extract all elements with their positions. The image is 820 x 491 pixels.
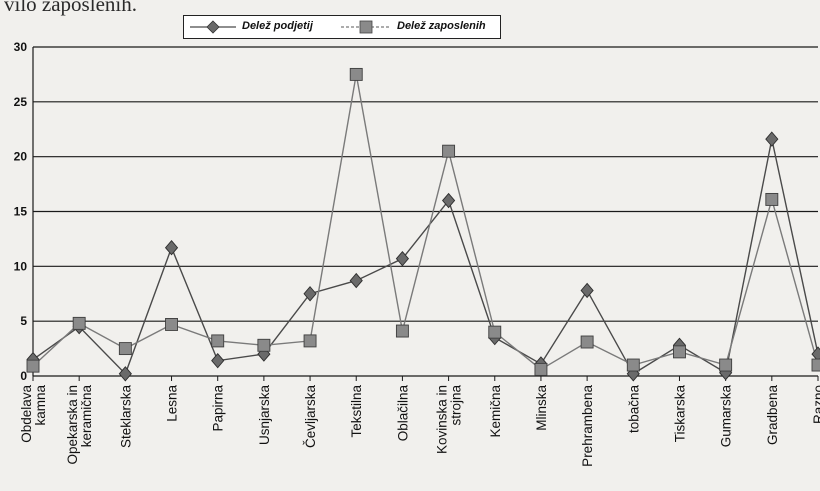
y-tick-label: 20 — [14, 150, 28, 164]
data-point-square — [442, 144, 456, 158]
series-line-delez-zaposlenih — [32, 74, 819, 371]
x-tick-label: Oblačilna — [395, 385, 410, 442]
data-point-square — [118, 342, 132, 356]
y-tick-label: 30 — [14, 40, 28, 54]
data-point-square — [257, 338, 271, 352]
x-tick-label: Tiskarska — [672, 385, 687, 443]
legend-label-delez-podjetij: Delež podjetij — [242, 20, 313, 32]
x-tick-label: Opekarska inkeramična — [65, 385, 94, 465]
data-point-square — [303, 334, 317, 348]
y-tick-label: 25 — [14, 95, 28, 109]
data-point-square — [72, 316, 86, 330]
x-tick-label: Prehrambena — [580, 385, 595, 467]
data-point-square — [626, 358, 640, 372]
x-tick-label: Čevljarska — [303, 385, 318, 449]
y-tick-label: 10 — [14, 259, 28, 273]
x-tick-label: Mlinska — [534, 385, 549, 431]
data-point-square — [26, 359, 40, 373]
data-point-square — [395, 324, 409, 338]
data-point-diamond — [441, 192, 456, 209]
data-point-square — [349, 67, 363, 81]
data-point-square — [211, 334, 225, 348]
data-point-square — [580, 335, 594, 349]
data-point-diamond — [765, 131, 779, 147]
data-point-square — [165, 318, 178, 331]
x-tick-label: Gumarska — [719, 385, 734, 448]
data-point-diamond — [211, 352, 225, 369]
data-point-diamond — [118, 366, 132, 382]
data-point-square — [719, 358, 733, 372]
x-tick-label: Tekstilna — [349, 385, 364, 438]
x-tick-label: tobačna — [626, 385, 641, 434]
data-point-square — [534, 362, 548, 376]
data-point-diamond — [395, 250, 410, 267]
x-tick-label: Lesna — [165, 385, 180, 422]
x-tick-label: Obdelavakamna — [19, 385, 48, 443]
data-point-diamond — [164, 239, 179, 256]
x-tick-label: Steklarska — [118, 385, 133, 449]
x-tick-label: Papirna — [211, 385, 226, 432]
x-tick-label: Gradbena — [765, 385, 780, 446]
y-tick-label: 5 — [20, 314, 27, 328]
data-point-diamond — [580, 282, 594, 299]
data-point-square — [488, 325, 502, 339]
data-point-square — [765, 192, 779, 206]
data-point-square — [811, 358, 820, 372]
legend-diamond-marker-icon — [190, 20, 236, 34]
x-tick-label: Kemična — [488, 385, 503, 438]
data-point-diamond — [303, 286, 317, 302]
legend-label-delez-zaposlenih: Delež zaposlenih — [397, 20, 486, 32]
legend: Delež podjetij Delež zaposlenih — [183, 15, 501, 39]
y-tick-label: 0 — [20, 369, 27, 383]
x-tick-label: Kovinska instrojna — [435, 385, 464, 455]
legend-square-marker-icon — [341, 20, 391, 34]
x-tick-label: Razno — [811, 385, 820, 424]
cropped-heading-text: vilo zaposlenih. — [4, 0, 137, 16]
y-tick-label: 15 — [14, 205, 28, 219]
x-tick-label: Usnjarska — [257, 385, 272, 446]
series-line-delez-podjetij — [32, 138, 819, 376]
data-point-diamond — [349, 272, 363, 289]
data-point-square — [673, 345, 686, 359]
